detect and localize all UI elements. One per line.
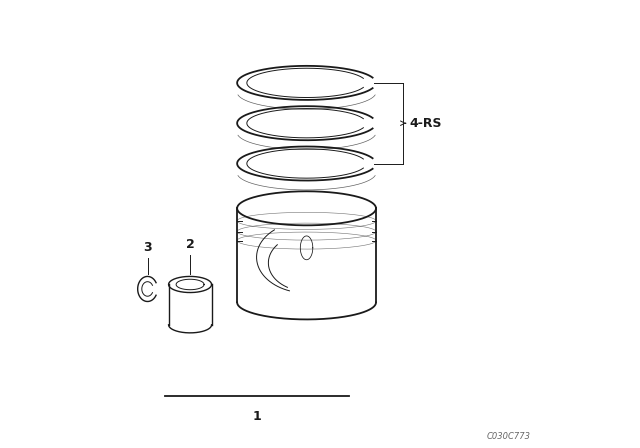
Text: 2: 2 — [186, 238, 195, 251]
Text: 1: 1 — [253, 410, 262, 423]
Text: 3: 3 — [143, 241, 152, 254]
Text: C030C773: C030C773 — [486, 432, 531, 441]
Text: 4-RS: 4-RS — [410, 116, 442, 130]
